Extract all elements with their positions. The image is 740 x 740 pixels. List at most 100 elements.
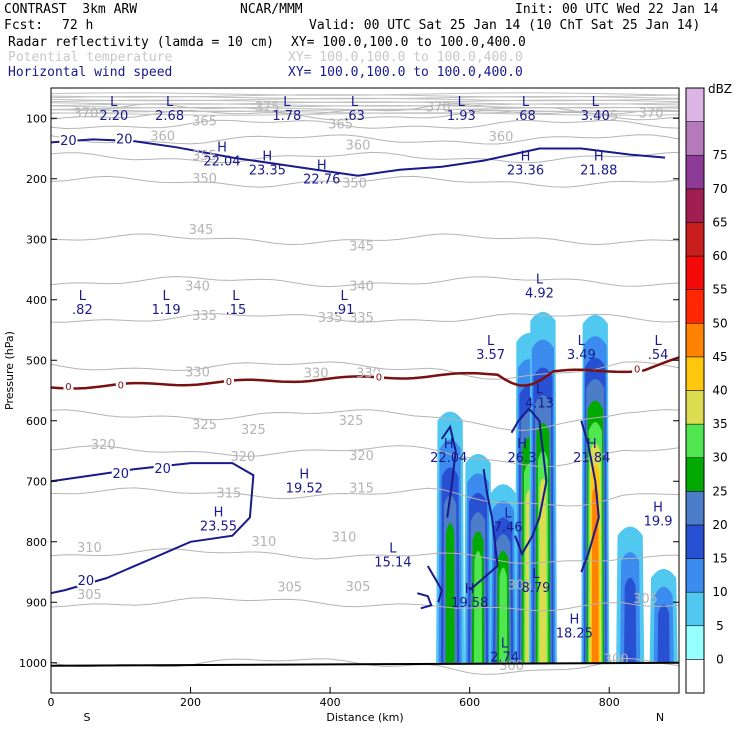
colorbar-frame [685,87,705,694]
y-tick-label: 800 [26,536,47,549]
field-theta-xy: XY= 100.0,100.0 to 100.0,400.0 [288,50,523,65]
wind-extremum-value: 23.36 [507,164,544,179]
theta-contour [51,445,679,468]
valid-time: Valid: 00 UTC Sat 25 Jan 14 (10 ChT Sat … [309,18,701,33]
wind-speed-contour [51,138,666,177]
colorbar-bin [685,188,705,223]
wind-extremum-marker: H [262,150,272,165]
theta-contour-label: 345 [189,223,214,238]
colorbar-level-label: 15 [712,552,727,566]
theta-contour-label: 330 [304,367,329,382]
theta-contour-label: 350 [342,177,367,192]
colorbar-bin [685,457,705,492]
theta-contour [51,361,679,380]
theta-contour [51,134,679,145]
theta-contour-label: 310 [251,535,276,550]
wind-extremum-value: 21.84 [573,451,610,466]
wind-extremum-value: .15 [226,303,247,318]
wind-contour-label: 20 [154,462,171,477]
x-tick-label: 600 [459,696,480,709]
theta-contour-label: 355 [192,149,217,164]
colorbar-level-label: 55 [712,283,727,297]
freezing-level-label: 0 [118,380,124,391]
x-tick-label: 400 [320,696,341,709]
wind-extremum-value: 23.55 [200,519,237,534]
colorbar-level-label: 60 [712,249,727,263]
colorbar-level-label: 25 [712,484,727,498]
terrain-line [50,661,680,667]
colorbar-bin [685,625,705,660]
wind-speed-contour [510,407,548,557]
wind-extremum-value: 3.49 [567,348,596,363]
reflectivity-cell [657,604,670,663]
wind-extremum-value: 2.74 [490,651,519,666]
wind-extremum-marker: L [351,95,359,110]
wind-speed-contour [51,462,255,595]
wind-extremum-marker: L [458,95,466,110]
wind-extremum-value: .63 [344,109,365,124]
colorbar-level-label: 75 [712,148,727,162]
model-source: NCAR/MMM [240,2,303,17]
theta-contour-label: 305 [77,588,102,603]
theta-contour [51,409,679,431]
wind-extremum-value: 4.13 [525,397,554,412]
theta-contour-label: 320 [349,449,374,464]
theta-contour-label: 340 [349,279,374,294]
theta-contour-label: 375 [255,100,280,115]
y-tick-label: 700 [26,475,47,488]
freezing-level-label: 0 [65,382,71,393]
wind-extremum-value: 1.19 [152,303,181,318]
wind-contour-label: 20 [78,574,95,589]
x-tick-label: 800 [599,696,620,709]
colorbar-bin [685,423,705,458]
theta-contour-upper [51,112,679,116]
field-reflectivity-name: Radar reflectivity (lamda = 10 cm) [8,35,275,50]
wind-extremum-marker: L [389,542,397,557]
theta-contour [51,313,679,323]
y-tick-label: 900 [26,596,47,609]
theta-contour-label: 315 [349,482,374,497]
wind-extremum-marker: H [594,150,604,165]
y-tick-label: 300 [26,233,47,246]
wind-extremum-marker: L [536,383,544,398]
wind-extremum-marker: L [501,637,509,652]
wind-extremum-value: 1.93 [447,109,476,124]
wind-speed-contour [469,468,499,591]
freezing-level-label: 0 [226,377,232,388]
wind-extremum-value: .91 [334,303,355,318]
field-wind-name: Horizontal wind speed [8,65,173,80]
colorbar-level-label: 50 [712,316,727,330]
wind-extremum-marker: H [653,501,663,516]
colorbar-bin [685,558,705,593]
wind-extremum-value: 19.9 [644,515,673,530]
field-theta-name: Potential temperature [8,50,173,65]
wind-speed-contour [417,592,433,610]
theta-contour-label: 305 [346,580,371,595]
wind-extremum-value: 3.57 [476,348,505,363]
theta-contour-label: 335 [318,311,343,326]
freezing-level-line [51,356,679,390]
colorbar-bin [685,524,705,559]
wind-extremum-marker: L [654,334,662,349]
theta-contour-label: 340 [185,279,210,294]
theta-contour [51,597,679,612]
theta-contour-label: 335 [192,309,217,324]
x-end-label-south: S [84,711,91,724]
init-time: Init: 00 UTC Wed 22 Jan 14 [515,2,719,17]
wind-extremum-value: 1.78 [272,109,301,124]
wind-extremum-value: 19.52 [286,481,323,496]
x-tick-label: 0 [48,696,55,709]
wind-extremum-value: 21.88 [580,164,617,179]
colorbar-level-label: 35 [712,417,727,431]
colorbar-level-label: 10 [712,585,727,599]
theta-contour-label: 300 [604,653,629,668]
wind-extremum-marker: L [232,289,240,304]
wind-extremum-marker: L [487,334,495,349]
reflectivity-cell [591,486,599,663]
colorbar-bin [685,491,705,526]
colorbar-bin [685,591,705,627]
wind-speed-contour [440,424,457,518]
wind-extremum-value: 22.76 [303,173,340,188]
y-tick-label: 100 [26,112,47,125]
